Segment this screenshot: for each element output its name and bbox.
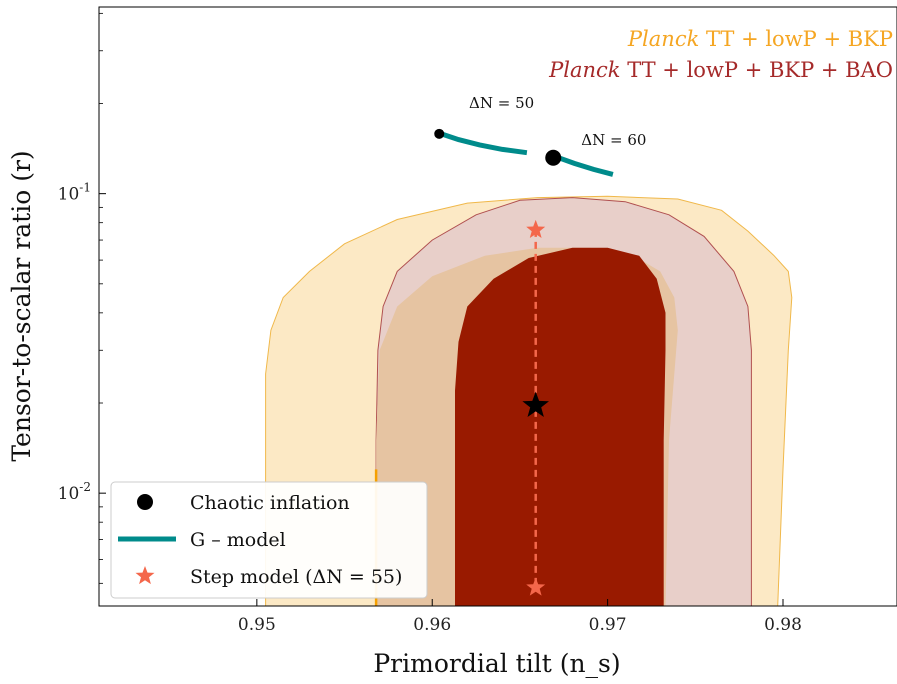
- delta-n-annotation: ΔN = 60: [581, 131, 646, 149]
- legend-label-chaotic-inflation: Chaotic inflation: [190, 492, 350, 514]
- x-axis-label: Primordial tilt (n_s): [373, 649, 620, 678]
- annotations: ΔN = 50 ΔN = 60: [469, 94, 646, 149]
- chaotic-inflation-point-2: [545, 149, 562, 166]
- y-tick-label: 10-2: [58, 480, 91, 504]
- data-series: [434, 128, 614, 596]
- x-tick-label: 0.97: [589, 615, 627, 635]
- chaotic-inflation-point-1: [434, 128, 445, 139]
- contour-planck-tt-lowp-bkp-bao-68: [455, 247, 666, 606]
- dataset-legend-entry-2: Planck TT + lowP + BKP + BAO: [548, 58, 893, 82]
- legend-marker-circle: [137, 494, 153, 510]
- x-tick-label: 0.98: [764, 615, 802, 635]
- step-model-point-2: [526, 577, 546, 596]
- axis-ticks: 0.95 0.96 0.97 0.98 10-2 10-1: [58, 12, 802, 635]
- x-tick-label: 0.95: [238, 615, 276, 635]
- legend-marker-star: [135, 566, 155, 585]
- model-legend: Chaotic inflation G – model Step model (ΔN…: [110, 481, 428, 599]
- y-axis-label: Tensor-to-scalar ratio (r): [7, 150, 36, 461]
- step-model-point-1: [526, 219, 546, 238]
- best-fit-star: [522, 391, 549, 417]
- legend-label-g-model: G – model: [190, 529, 286, 551]
- x-tick-label: 0.96: [413, 615, 451, 635]
- legend-label-step-model-n-55: Step model (ΔN = 55): [190, 566, 402, 588]
- legend-box: [110, 481, 428, 599]
- dataset-legend: Planck TT + lowP + BKP Planck TT + lowP +…: [548, 27, 893, 82]
- plot-frame: [98, 6, 897, 607]
- g-model-curve-1: [440, 131, 528, 156]
- y-tick-label: 10-1: [58, 181, 91, 205]
- delta-n-annotation: ΔN = 50: [469, 94, 534, 112]
- g-model-curve-2: [557, 155, 614, 177]
- dataset-legend-entry-1: Planck TT + lowP + BKP: [627, 27, 893, 51]
